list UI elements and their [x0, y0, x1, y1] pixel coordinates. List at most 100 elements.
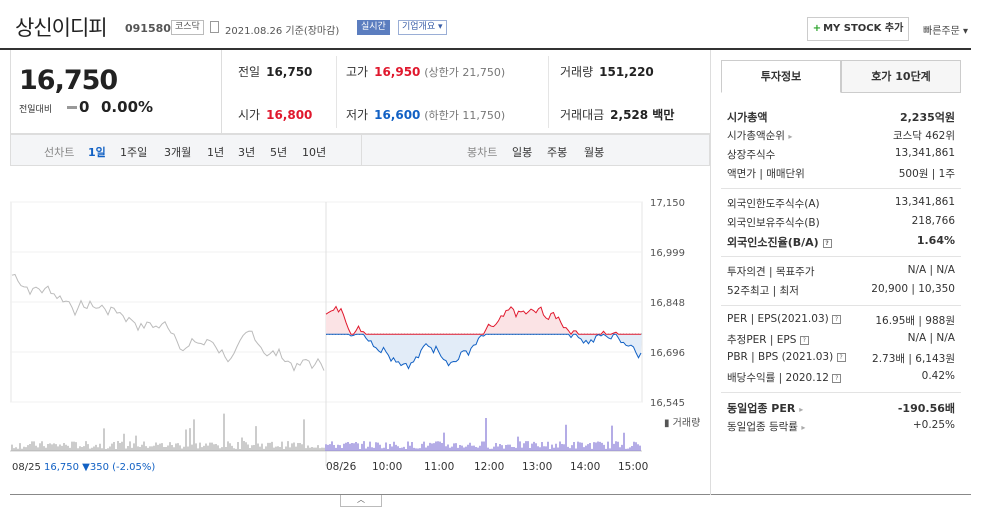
pbr-row: PBR | BPS (2021.03) ? 2.73배 | 6,143원: [727, 351, 955, 365]
current-price: 16,750: [19, 65, 118, 96]
prev-day-date: 08/25: [12, 462, 41, 473]
change-label: 전일대비: [19, 105, 53, 115]
foreign-hold-row: 외국인보유주식수(B) 218,766: [727, 215, 955, 229]
period-divider: [361, 135, 362, 165]
candle-monthly[interactable]: 월봉: [584, 146, 605, 159]
prev-day-summary: 16,750 ▼350 (-2.05%): [44, 462, 155, 473]
help-icon: ?: [799, 335, 809, 345]
document-icon: [210, 21, 219, 33]
candle-daily[interactable]: 일봉: [512, 146, 533, 159]
base-date: 2021.08.26 기준(장마감): [225, 26, 340, 37]
foreign-block: 외국인한도주식수(A) 13,341,861 외국인보유주식수(B) 218,766…: [721, 189, 961, 257]
foreign-limit-row: 외국인한도주식수(A) 13,341,861: [727, 196, 955, 210]
info-list: 시가총액 2,235억원 시가총액순위 ▸ 코스닥 462위 상장주식수 13,341…: [721, 102, 961, 441]
chart-period-bar: 선차트 1일 1주일 3개월 1년 3년 5년 10년 봉차트 일봉 주봉 월봉: [10, 134, 710, 166]
shares-row: 상장주식수 13,341,861: [727, 147, 955, 161]
stock-name: 상신이디피: [15, 16, 108, 40]
candle-weekly[interactable]: 주봉: [547, 146, 568, 159]
x-tick-label: 14:00: [570, 461, 600, 473]
period-1w[interactable]: 1주일: [120, 146, 148, 159]
change-value: 0: [65, 98, 89, 116]
y-tick-label: 17,150: [650, 198, 685, 209]
x-tick-label: 10:00: [372, 461, 402, 473]
chart-bottom-line: [10, 494, 971, 495]
help-icon: ?: [822, 238, 832, 248]
help-icon: ?: [832, 314, 842, 324]
arrow-right-icon: ▸: [799, 405, 804, 414]
stock-code: 091580: [125, 22, 171, 35]
chart-svg: 17,150 16,999 16,848 16,696 16,545 ▮ 거래량 08/26…: [10, 198, 700, 473]
valuation-block: PER | EPS(2021.03) ? 16.95배 | 988원 추정PER …: [721, 306, 961, 393]
volume-label: ▮ 거래량: [664, 417, 700, 429]
y-tick-label: 16,696: [650, 348, 685, 359]
quote-divider: [548, 56, 549, 128]
sector-per-row[interactable]: 동일업종 PER ▸ -190.56배: [727, 402, 955, 415]
intraday-chart[interactable]: 17,150 16,999 16,848 16,696 16,545 ▮ 거래량 08/26…: [10, 166, 710, 496]
foreign-ratio-row: 외국인소진율(B/A) ? 1.64%: [727, 234, 955, 249]
collapse-chart-button[interactable]: ︿: [340, 495, 382, 507]
mystock-label: MY STOCK 추가: [823, 23, 904, 34]
candle-chart-label: 봉차트: [467, 146, 498, 159]
period-3m[interactable]: 3개월: [164, 146, 192, 159]
trade-amount: 거래대금 2,528 백만: [560, 108, 675, 122]
arrow-right-icon: ▸: [801, 423, 806, 432]
est-per-row: 추정PER | EPS ? N/A | N/A: [727, 332, 955, 346]
prev-day-series: [11, 273, 325, 372]
opinion-block: 투자의견 | 목표주가 N/A | N/A 52주최고 | 최저 20,900 | …: [721, 257, 961, 306]
help-icon: ?: [832, 373, 842, 383]
x-tick-label: 15:00: [618, 461, 648, 473]
y-tick-label: 16,999: [650, 248, 685, 259]
company-info-label: 기업개요: [402, 22, 436, 32]
y-tick-label: 16,848: [650, 298, 685, 309]
chevron-down-icon: ▾: [438, 22, 443, 32]
market-badge: 코스닥: [171, 20, 204, 35]
flat-icon: [67, 106, 77, 109]
x-tick-label: 08/26: [326, 461, 357, 473]
change-percent: 0.00%: [101, 98, 154, 116]
dividend-row: 배당수익률 | 2020.12 ? 0.42%: [727, 370, 955, 384]
period-3y[interactable]: 3년: [238, 146, 256, 159]
chevron-up-icon: ︿: [357, 495, 365, 504]
help-icon: ?: [836, 352, 846, 362]
header-divider: [0, 48, 971, 50]
prev-close: 전일 16,750: [238, 65, 313, 79]
current-price-box: 16,750 전일대비 0 0.00%: [10, 50, 222, 134]
open-price: 시가 16,800: [238, 108, 313, 122]
rank-row[interactable]: 시가총액순위 ▸ 코스닥 462위: [727, 130, 955, 142]
x-tick-label: 13:00: [522, 461, 552, 473]
tab-invest-info[interactable]: 투자정보: [721, 60, 841, 93]
up-series: [325, 305, 641, 336]
period-5y[interactable]: 5년: [270, 146, 288, 159]
down-area: [326, 334, 642, 369]
realtime-badge[interactable]: 실시간: [357, 20, 390, 35]
plus-icon: +: [812, 23, 822, 34]
quick-order-link[interactable]: 빠른주문 ▾: [923, 22, 968, 37]
period-10y[interactable]: 10년: [302, 146, 327, 159]
period-1y[interactable]: 1년: [207, 146, 225, 159]
up-area: [326, 306, 642, 335]
info-tabs: 투자정보 호가 10단계: [721, 60, 961, 93]
quick-order-label: 빠른주문: [923, 26, 960, 37]
volume: 거래량 151,220: [560, 65, 654, 79]
quote-table: 전일 16,750 시가 16,800 고가 16,950 (상한가 21,750) …: [222, 50, 710, 134]
face-row: 액면가 | 매매단위 500원 | 1주: [727, 168, 955, 180]
company-info-dropdown[interactable]: 기업개요 ▾: [398, 20, 447, 35]
per-row: PER | EPS(2021.03) ? 16.95배 | 988원: [727, 313, 955, 327]
x-tick-label: 11:00: [424, 461, 454, 473]
high-price: 고가 16,950 (상한가 21,750): [346, 65, 506, 79]
market-cap-row: 시가총액 2,235억원: [727, 111, 955, 124]
y-tick-label: 16,545: [650, 398, 685, 409]
mystock-add-button[interactable]: + MY STOCK 추가: [807, 17, 909, 41]
period-1d[interactable]: 1일: [88, 146, 106, 159]
quote-divider: [336, 56, 337, 128]
tab-orderbook[interactable]: 호가 10단계: [841, 60, 961, 93]
stock-header: 상신이디피 091580 코스닥 2021.08.26 기준(장마감) 실시간 …: [0, 0, 984, 46]
low-price: 저가 16,600 (하한가 11,750): [346, 108, 506, 122]
chevron-down-icon: ▾: [963, 26, 969, 37]
sector-rate-row[interactable]: 동일업종 등락률 ▸ +0.25%: [727, 419, 955, 433]
down-series: [326, 333, 642, 370]
opinion-row: 투자의견 | 목표주가 N/A | N/A: [727, 264, 955, 278]
arrow-right-icon: ▸: [788, 132, 793, 141]
line-chart-label: 선차트: [44, 146, 75, 159]
x-tick-label: 12:00: [474, 461, 504, 473]
